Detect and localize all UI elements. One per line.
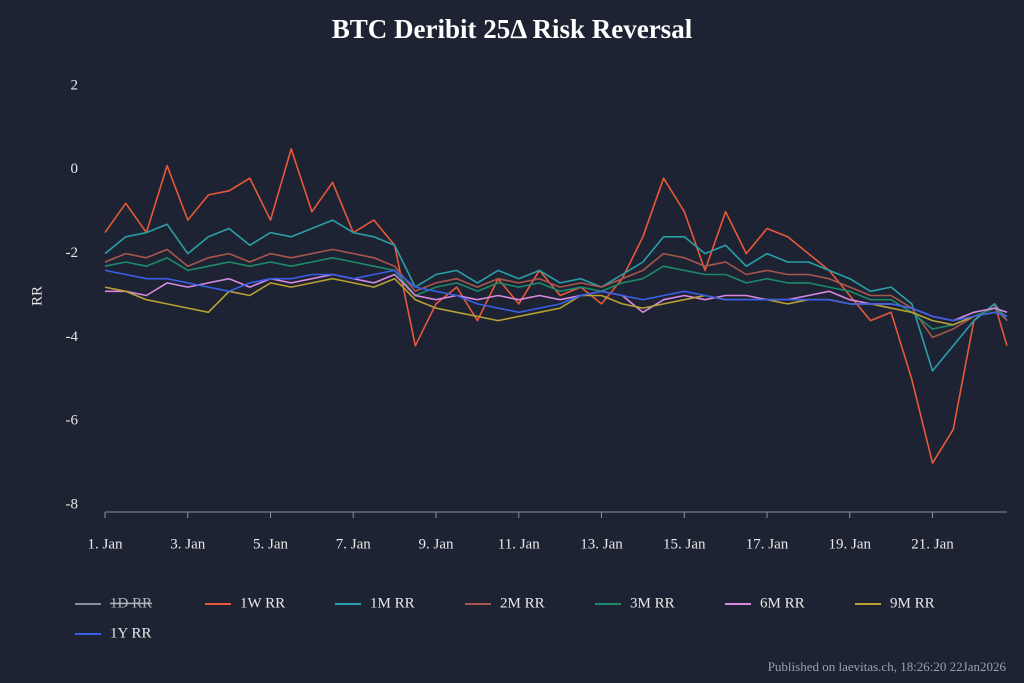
x-tick-label: 11. Jan: [498, 536, 540, 552]
y-tick-label: -8: [66, 496, 79, 512]
y-tick-label: -4: [66, 329, 79, 345]
x-tick-label: 15. Jan: [663, 536, 706, 552]
y-tick-label: -6: [66, 413, 79, 429]
series-line: [104, 219, 1008, 372]
series-line: [104, 269, 1008, 322]
y-axis-label: RR: [29, 286, 45, 306]
series-line: [105, 273, 1008, 322]
legend-label[interactable]: 2M RR: [500, 595, 545, 611]
series-line: [104, 257, 1008, 330]
series-line: [104, 148, 1008, 464]
legend-label[interactable]: 9M RR: [890, 595, 935, 611]
x-tick-label: 9. Jan: [419, 536, 454, 552]
x-tick-label: 1. Jan: [88, 536, 123, 552]
x-tick-label: 21. Jan: [911, 536, 954, 552]
y-tick-label: -2: [66, 245, 79, 261]
x-tick-label: 3. Jan: [170, 536, 205, 552]
y-tick-label: 0: [71, 161, 79, 177]
legend-label[interactable]: 1D RR: [110, 595, 152, 611]
source-note: Published on laevitas.ch, 18:26:20 22Jan…: [768, 659, 1007, 674]
x-tick-label: 7. Jan: [336, 536, 371, 552]
x-tick-label: 13. Jan: [580, 536, 623, 552]
x-tick-label: 17. Jan: [746, 536, 789, 552]
legend-label[interactable]: 3M RR: [630, 595, 675, 611]
x-tick-label: 19. Jan: [829, 536, 872, 552]
legend-label[interactable]: 1W RR: [240, 595, 285, 611]
legend-label[interactable]: 1M RR: [370, 595, 415, 611]
y-tick-label: 2: [71, 77, 79, 93]
series-line: [104, 248, 1008, 339]
legend-label[interactable]: 6M RR: [760, 595, 805, 611]
x-tick-label: 5. Jan: [253, 536, 288, 552]
legend-label[interactable]: 1Y RR: [110, 625, 152, 641]
chart-title: BTC Deribit 25Δ Risk Reversal: [332, 14, 693, 44]
